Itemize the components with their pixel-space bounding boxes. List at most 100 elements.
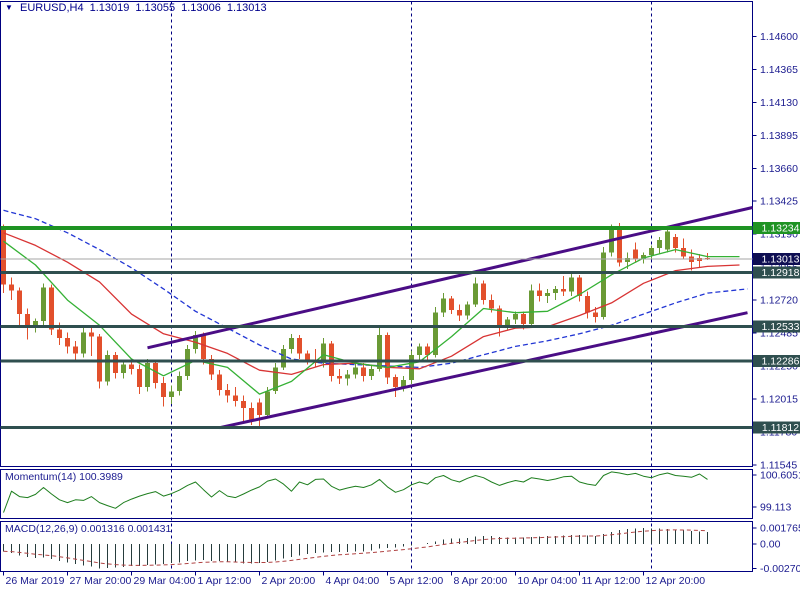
candle-bullish: [177, 375, 182, 392]
macd-axis-label: -0.002703: [760, 563, 800, 575]
candle-bearish: [361, 367, 366, 376]
ma-slow-line: [3, 209, 748, 369]
price-axis-label: 1.11545: [760, 459, 797, 471]
candle-bearish: [561, 288, 566, 292]
momentum-line: [3, 471, 708, 513]
price-marker-box: [753, 421, 800, 434]
candle-bearish: [233, 395, 238, 402]
price-axis-label: 1.13425: [760, 196, 798, 208]
price-marker-box: [753, 266, 800, 279]
candle-bullish: [33, 321, 38, 327]
candle-bearish: [633, 249, 638, 260]
price-axis-label: 1.14365: [760, 64, 798, 76]
candle-bearish: [425, 346, 430, 355]
quote-open: 1.13019: [89, 2, 130, 14]
candle-bullish: [401, 380, 406, 387]
candle-bearish: [617, 230, 622, 263]
candle-bullish: [121, 364, 126, 373]
candle-bullish: [145, 363, 150, 387]
candle-bearish: [17, 290, 22, 315]
candle-bullish: [281, 349, 286, 368]
candle-bearish: [57, 329, 62, 338]
price-axis-label: 1.13895: [760, 130, 798, 142]
candle-bearish: [89, 332, 94, 337]
time-axis-label: 8 Apr 20:00: [454, 575, 508, 587]
time-axis-label: 4 Apr 04:00: [326, 575, 380, 587]
time-axis-label: 29 Mar 04:00: [134, 575, 196, 587]
candle-bearish: [225, 389, 230, 396]
candle-bearish: [97, 336, 102, 382]
candle-bearish: [393, 377, 398, 387]
candle-bullish: [513, 314, 518, 320]
candle-bearish: [337, 375, 342, 379]
candle-bullish: [441, 298, 446, 313]
candle-bullish: [417, 346, 422, 355]
candle-bearish: [153, 363, 158, 383]
candle-bearish: [449, 298, 454, 310]
macd-axis-label: 0.00: [760, 539, 781, 551]
candle-bearish: [113, 354, 118, 373]
candle-bearish: [217, 374, 222, 390]
time-axis-label: 5 Apr 12:00: [390, 575, 444, 587]
candle-bullish: [377, 335, 382, 369]
price-marker-label: 1.11812: [762, 422, 799, 434]
quote-close: 1.13013: [226, 2, 267, 14]
candle-bullish: [641, 255, 646, 260]
candle-bearish: [201, 335, 206, 359]
candle-bullish: [569, 277, 574, 292]
momentum-axis-label: 100.6051: [760, 470, 800, 482]
candle-bullish: [273, 367, 278, 392]
ma-mid-line: [3, 232, 740, 376]
momentum-axis-label: 99.113: [760, 502, 791, 514]
candle-bearish: [305, 353, 310, 361]
candle-bearish: [1, 227, 6, 285]
candle-bearish: [497, 308, 502, 326]
candle-bearish: [585, 295, 590, 313]
candle-bearish: [249, 408, 254, 420]
candle-bearish: [593, 312, 598, 317]
candle-bearish: [241, 401, 246, 409]
candle-bearish: [25, 314, 30, 327]
time-axis-label: 1 Apr 12:00: [198, 575, 252, 587]
candle-bullish: [81, 332, 86, 354]
candle-bullish: [353, 367, 358, 375]
candle-bearish: [521, 314, 526, 324]
trend-channel-lower: [219, 311, 748, 430]
candle-bullish: [601, 252, 606, 317]
time-axis-label: 2 Apr 20:00: [262, 575, 316, 587]
candle-bearish: [65, 338, 70, 347]
candle-bullish: [265, 391, 270, 416]
macd-indicator-label: MACD(12,26,9) 0.001316 0.001431: [5, 523, 172, 535]
candle-bearish: [297, 338, 302, 354]
symbol-dropdown-arrow[interactable]: ▼: [5, 3, 13, 12]
candle-bearish: [137, 368, 142, 387]
candle-bearish: [385, 335, 390, 378]
time-axis-label: 10 Apr 04:00: [518, 575, 578, 587]
price-marker-label: 1.12918: [762, 267, 800, 279]
momentum-panel-frame: [0, 469, 753, 519]
candle-bearish: [161, 382, 166, 397]
price-axis-label: 1.14130: [760, 97, 798, 109]
macd-signal-line: [3, 529, 708, 566]
candle-bullish: [433, 312, 438, 355]
candle-bullish: [529, 290, 534, 324]
candle-bullish: [369, 368, 374, 376]
price-marker-label: 1.12286: [762, 356, 800, 368]
price-marker-label: 1.12533: [762, 321, 800, 333]
candle-bearish: [9, 284, 14, 291]
price-marker-label: 1.13013: [762, 254, 800, 266]
price-marker-label: 1.13234: [762, 223, 800, 235]
time-axis-label: 11 Apr 12:00: [582, 575, 641, 587]
trend-channel-upper: [147, 206, 753, 350]
candle-bearish: [577, 277, 582, 296]
candle-bullish: [657, 239, 662, 249]
macd-axis-label: 0.001765: [760, 523, 800, 535]
candle-bearish: [673, 237, 678, 249]
time-axis-label: 27 Mar 20:00: [70, 575, 132, 587]
time-axis-label: 12 Apr 20:00: [646, 575, 706, 587]
price-marker-box: [753, 355, 800, 367]
candle-bullish: [473, 283, 478, 305]
candle-bearish: [489, 300, 494, 309]
candle-bearish: [537, 290, 542, 296]
